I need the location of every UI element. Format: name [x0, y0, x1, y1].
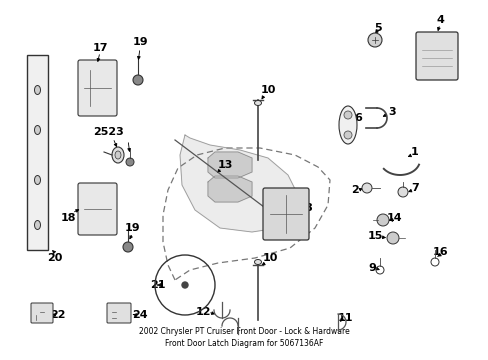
Polygon shape	[207, 152, 251, 178]
Ellipse shape	[112, 147, 124, 163]
Text: 13: 13	[217, 160, 232, 170]
FancyBboxPatch shape	[263, 188, 308, 240]
Text: 9: 9	[367, 263, 375, 273]
FancyBboxPatch shape	[27, 55, 48, 250]
Ellipse shape	[35, 220, 41, 230]
Text: 18: 18	[60, 213, 76, 223]
Text: 3: 3	[387, 107, 395, 117]
Circle shape	[376, 214, 388, 226]
Text: 14: 14	[386, 213, 402, 223]
Circle shape	[367, 33, 381, 47]
Text: 2: 2	[350, 185, 358, 195]
Text: 1: 1	[410, 147, 418, 157]
Text: 17: 17	[92, 43, 107, 53]
Circle shape	[343, 111, 351, 119]
FancyBboxPatch shape	[78, 60, 117, 116]
Ellipse shape	[338, 106, 356, 144]
Text: 20: 20	[47, 253, 62, 263]
Circle shape	[133, 75, 142, 85]
Polygon shape	[207, 176, 251, 202]
Text: 16: 16	[431, 247, 447, 257]
FancyBboxPatch shape	[415, 32, 457, 80]
Circle shape	[182, 282, 187, 288]
Text: 24: 24	[132, 310, 147, 320]
Text: 10: 10	[262, 253, 277, 263]
Text: 7: 7	[410, 183, 418, 193]
Circle shape	[386, 232, 398, 244]
Text: 21: 21	[150, 280, 165, 290]
Text: 2002 Chrysler PT Cruiser Front Door - Lock & Hardware
Front Door Latch Diagram f: 2002 Chrysler PT Cruiser Front Door - Lo…	[138, 327, 348, 348]
Circle shape	[343, 131, 351, 139]
FancyBboxPatch shape	[31, 303, 53, 323]
Ellipse shape	[35, 175, 41, 184]
FancyBboxPatch shape	[107, 303, 131, 323]
Text: 2523: 2523	[92, 127, 123, 137]
Text: 4: 4	[435, 15, 443, 25]
Text: 11: 11	[337, 313, 352, 323]
Text: 19: 19	[125, 223, 141, 233]
Ellipse shape	[35, 85, 41, 94]
Circle shape	[126, 158, 134, 166]
Circle shape	[397, 187, 407, 197]
Ellipse shape	[115, 151, 121, 159]
Ellipse shape	[254, 100, 261, 105]
Ellipse shape	[254, 260, 261, 265]
Polygon shape	[180, 135, 297, 232]
Text: 10: 10	[260, 85, 275, 95]
Circle shape	[123, 242, 133, 252]
Text: 19: 19	[132, 37, 147, 47]
Ellipse shape	[35, 126, 41, 135]
Text: 8: 8	[304, 203, 311, 213]
Circle shape	[361, 183, 371, 193]
Text: 12: 12	[195, 307, 210, 317]
FancyBboxPatch shape	[78, 183, 117, 235]
Text: 5: 5	[373, 23, 381, 33]
Text: 22: 22	[50, 310, 65, 320]
Text: 15: 15	[366, 231, 382, 241]
Text: 6: 6	[353, 113, 361, 123]
